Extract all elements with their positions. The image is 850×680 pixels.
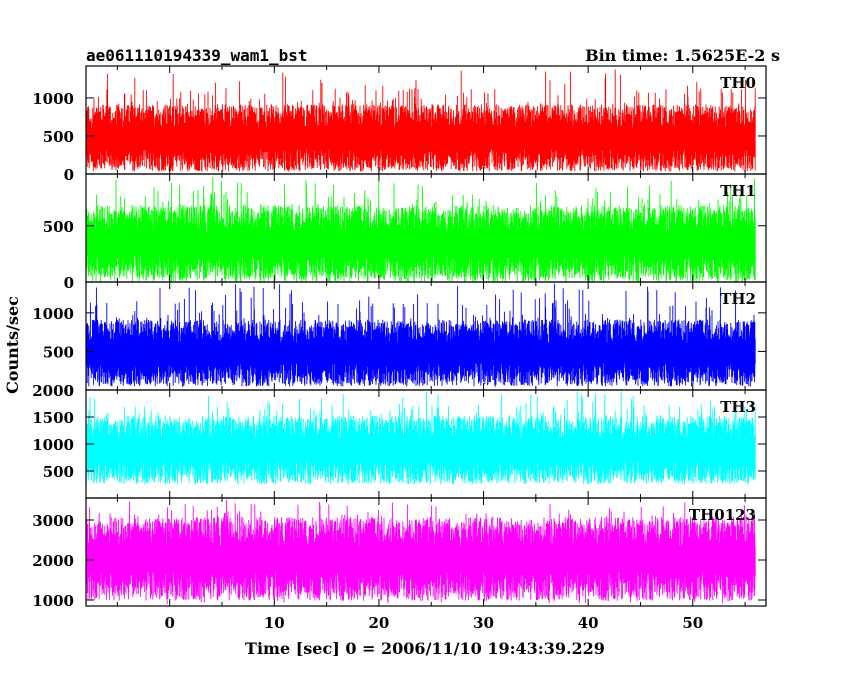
y-tick-label: 0 [64, 166, 74, 184]
x-tick-label: 0 [164, 614, 174, 632]
panel-label: TH0123 [689, 506, 756, 524]
series-th0123 [85, 500, 756, 604]
panel-frame [85, 497, 767, 607]
panel-label: TH0 [720, 74, 756, 92]
y-tick-label: 0 [64, 274, 74, 292]
panels-group: 0 500 1000 TH0 0 500 TH1 0 500 1000 TH2 500 1000 1500… [32, 65, 767, 610]
y-tick-label: 1000 [32, 90, 74, 108]
y-tick-label: 0 [64, 382, 74, 400]
x-tick-label: 40 [578, 614, 599, 632]
y-tick-label: 500 [43, 343, 74, 361]
chart-title-left: ae061110194339_wam1_bst [86, 46, 308, 65]
y-tick-label: 500 [43, 218, 74, 236]
panel-th0: 0 500 1000 TH0 [32, 65, 767, 184]
y-axis-label: Counts/sec [3, 296, 22, 394]
panel-th3: 500 1000 1500 2000 TH3 [32, 382, 767, 499]
panel-th0123: 1000 2000 3000 TH0123 [32, 497, 767, 610]
series-th0 [85, 69, 756, 172]
y-tick-label: 500 [43, 128, 74, 146]
y-tick-label: 3000 [32, 512, 74, 530]
x-tick-label: 50 [682, 614, 703, 632]
panel-th2: 0 500 1000 TH2 [32, 281, 767, 400]
series-th1 [85, 177, 756, 283]
panel-th1: 0 500 TH1 [43, 173, 767, 292]
y-tick-label: 500 [43, 463, 74, 481]
series-th3 [85, 391, 756, 485]
panel-label: TH1 [720, 182, 756, 200]
x-tick-label: 20 [368, 614, 389, 632]
x-tick-label: 30 [473, 614, 494, 632]
y-tick-label: 1000 [32, 436, 74, 454]
y-tick-label: 2000 [32, 382, 74, 400]
y-tick-label: 1000 [32, 592, 74, 610]
chart-title-right: Bin time: 1.5625E-2 s [585, 46, 780, 65]
x-tick-label: 10 [264, 614, 285, 632]
series-th2 [85, 283, 756, 387]
y-tick-label: 1000 [32, 305, 74, 323]
x-axis: 0 10 20 30 40 50 [164, 614, 703, 632]
x-axis-label: Time [sec] 0 = 2006/11/10 19:43:39.229 [245, 639, 605, 658]
panel-label: TH2 [720, 290, 756, 308]
y-tick-label: 1500 [32, 409, 74, 427]
panel-label: TH3 [720, 398, 756, 416]
y-tick-label: 2000 [32, 552, 74, 570]
